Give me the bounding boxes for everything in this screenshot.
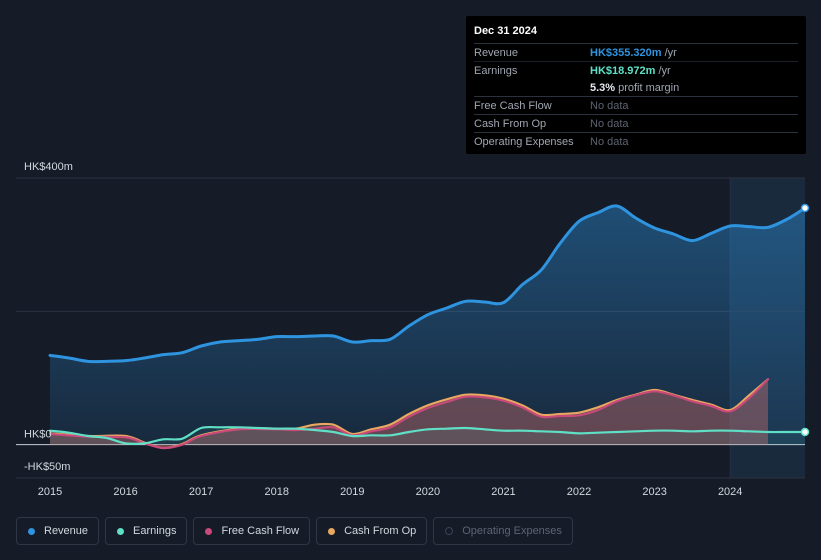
legend-free-cash-flow[interactable]: Free Cash Flow <box>193 517 311 545</box>
earnings-area <box>50 427 805 445</box>
revenue-end-marker <box>800 203 810 213</box>
revenue-line <box>48 204 807 364</box>
legend-earnings-label: Earnings <box>133 525 177 537</box>
revenue-area <box>50 205 805 445</box>
earnings-dot-icon <box>117 527 125 535</box>
tooltip-value-cfo: No data <box>590 117 629 130</box>
x-tick-label: 2021 <box>491 486 515 498</box>
legend-operating-expenses-label: Operating Expenses <box>462 525 562 537</box>
tooltip-label-earnings: Earnings <box>474 64 518 77</box>
x-tick-label: 2015 <box>38 486 62 498</box>
tooltip-row-cfo: Cash From Op No data <box>474 114 798 132</box>
tooltip-suffix-earnings: /yr <box>658 64 671 77</box>
tooltip-label-cfo: Cash From Op <box>474 117 547 130</box>
cash-from-op-dot-icon <box>328 527 336 535</box>
legend-revenue[interactable]: Revenue <box>16 517 100 545</box>
y-tick-label: HK$400m <box>24 161 73 173</box>
x-tick-label: 2018 <box>264 486 288 498</box>
earnings-line <box>48 425 807 445</box>
tooltip-value-earnings: HK$18.972m <box>590 64 656 77</box>
x-tick-label: 2017 <box>189 486 213 498</box>
tooltip-row-earnings: Earnings HK$18.972m /yr <box>474 61 798 79</box>
y-tick-label: -HK$50m <box>24 461 70 473</box>
tooltip-date: Dec 31 2024 <box>474 25 537 37</box>
x-tick-label: 2022 <box>567 486 591 498</box>
tooltip-value-fcf: No data <box>590 99 629 112</box>
tooltip-label-revenue: Revenue <box>474 46 519 59</box>
legend-cash-from-op[interactable]: Cash From Op <box>316 517 428 545</box>
tooltip-label-opex: Operating Expenses <box>474 135 574 148</box>
legend-cash-from-op-label: Cash From Op <box>344 525 417 537</box>
tooltip-row-opex: Operating Expenses No data <box>474 132 798 150</box>
fcf-line <box>48 378 770 450</box>
tooltip-margin-value: 5.3% <box>590 81 616 94</box>
legend-free-cash-flow-label: Free Cash Flow <box>221 525 300 537</box>
tooltip-row-fcf: Free Cash Flow No data <box>474 96 798 114</box>
x-tick-label: 2023 <box>642 486 666 498</box>
legend-earnings[interactable]: Earnings <box>105 517 188 545</box>
tooltip-value-opex: No data <box>590 135 629 148</box>
tooltip-row-margin: 5.3% profit margin <box>474 79 798 96</box>
x-tick-label: 2019 <box>340 486 364 498</box>
tooltip-row-revenue: Revenue HK$355.320m /yr <box>474 43 798 61</box>
x-tick-label: 2020 <box>416 486 440 498</box>
x-tick-label: 2016 <box>113 486 137 498</box>
legend: Revenue Earnings Free Cash Flow Cash Fro… <box>16 517 573 545</box>
earnings-end-marker <box>800 427 810 437</box>
legend-revenue-label: Revenue <box>44 525 89 537</box>
tooltip-suffix-revenue: /yr <box>664 46 677 59</box>
y-tick-label: HK$0 <box>24 429 52 441</box>
x-tick-label: 2024 <box>718 486 742 498</box>
tooltip-label-fcf: Free Cash Flow <box>474 99 552 112</box>
tooltip-margin-text: profit margin <box>618 81 680 94</box>
legend-operating-expenses[interactable]: Operating Expenses <box>433 517 573 545</box>
revenue-dot-icon <box>28 527 35 535</box>
free-cash-flow-dot-icon <box>205 527 213 535</box>
tooltip: Dec 31 2024 Revenue HK$355.320m /yr Earn… <box>466 16 806 154</box>
operating-expenses-dot-icon <box>445 527 454 535</box>
tooltip-value-revenue: HK$355.320m <box>590 46 662 59</box>
chart: HK$400m HK$0 -HK$50m 2015 2016 2017 2018 2019 2… <box>16 161 810 498</box>
